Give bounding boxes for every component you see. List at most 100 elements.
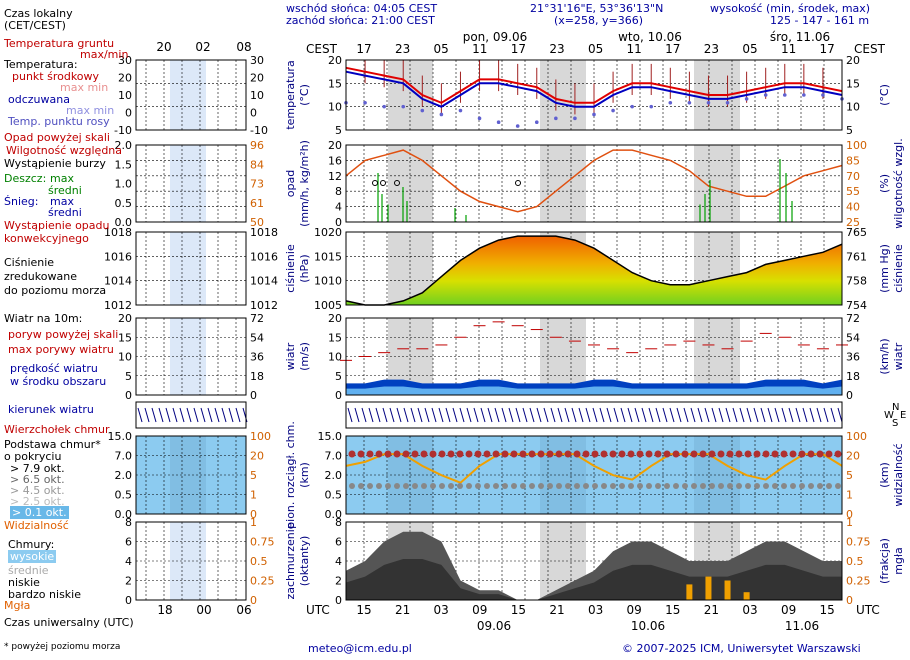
axis-label: 8 [125, 516, 132, 529]
cloud-top-dot [564, 450, 572, 458]
cloud-top-dot [645, 450, 653, 458]
axis-label: wilgotność wzgl. [892, 138, 905, 228]
axis-label: 1.5 [115, 158, 133, 171]
cloud-top-dot [726, 450, 734, 458]
wind-arrow [396, 407, 402, 423]
wind-arrow [543, 407, 549, 423]
utc-caption: Czas uniwersalny (UTC) [4, 616, 134, 629]
axis-label: 0 [125, 594, 132, 607]
axis-label: 758 [846, 275, 867, 288]
legend-mid-point: punkt środkowy [12, 70, 100, 83]
axis-label: CEST [854, 42, 886, 56]
fog-bar [724, 580, 731, 600]
wind-arrow [718, 407, 724, 423]
axis-label: 0.5 [115, 489, 133, 502]
axis-label: CEST [306, 42, 338, 56]
axis-label: 23 [549, 42, 564, 56]
legend-wind-dir: kierunek wiatru [8, 403, 94, 416]
cloud-base-dot [439, 483, 445, 489]
fog-bar [686, 584, 693, 600]
axis-label: 0.75 [250, 536, 275, 549]
dew-point [763, 93, 768, 97]
dew-point [725, 100, 730, 105]
wind-arrow [697, 407, 703, 423]
axis-label: (oktanty) [298, 536, 311, 587]
cloud-top-dot [762, 450, 770, 458]
axis-label: (km) [878, 462, 891, 488]
dew-point [477, 116, 482, 121]
legend-felt-sub: max min [66, 104, 115, 117]
axis-label: 36 [846, 351, 860, 364]
axis-label: 0.5 [115, 197, 133, 210]
axis-label: 50 [250, 216, 264, 229]
axis-label: 4 [125, 555, 132, 568]
axis-label: 20 [156, 40, 171, 54]
wind-arrow [837, 407, 843, 423]
axis-label: 15 [820, 603, 835, 617]
footnote: * powyżej poziomu morza [4, 642, 121, 652]
legend-pressure-2: zredukowane [4, 270, 77, 283]
cloud-base-dot [484, 483, 490, 489]
axis-label: 1 [846, 489, 853, 502]
legend-clouds-title: Chmury: [8, 538, 55, 551]
cloud-base-dot [700, 483, 706, 489]
axis-label: 1005 [314, 299, 342, 312]
cloud-base-dot [574, 483, 580, 489]
axis-label: 16 [328, 154, 342, 167]
legend-gust-max: max porywy wiatru [8, 343, 114, 356]
axis-label: 15 [118, 331, 132, 344]
wind-arrow [473, 407, 479, 423]
cloud-top-dot [699, 450, 707, 458]
cloud-top-dot [780, 450, 788, 458]
small-panel-border [135, 317, 247, 396]
axis-label: 754 [846, 299, 867, 312]
axis-label: ciśnienie [892, 244, 905, 293]
axis-label: 15.0 [108, 430, 133, 443]
axis-label: 5 [335, 124, 342, 137]
wind-arrow [669, 407, 675, 423]
timezone-sub: (CET/CEST) [4, 19, 66, 32]
axis-label: 17 [356, 42, 371, 56]
axis-label: 100 [250, 430, 271, 443]
legend-o65: > 6.5 okt. [10, 473, 65, 486]
wind-arrow [354, 407, 360, 423]
axis-label: 8 [335, 516, 342, 529]
wind-arrow [536, 407, 542, 423]
wind-arrow [613, 407, 619, 423]
night-band [694, 318, 740, 395]
axis-label: zachmurzenie [284, 522, 297, 599]
wind-arrow [585, 407, 591, 423]
cloud-base-dot [430, 483, 436, 489]
cloud-base-dot [349, 483, 355, 489]
axis-label: 1012 [104, 299, 132, 312]
cloud-base-dot [583, 483, 589, 489]
dew-point [534, 120, 539, 125]
axis-label: 17 [820, 42, 835, 56]
visibility-line [345, 453, 843, 484]
cloud-base-dot [628, 483, 634, 489]
cloud-top-dot [834, 450, 842, 458]
axis-label: 5 [125, 370, 132, 383]
axis-label: 05 [588, 42, 603, 56]
dew-point [592, 112, 596, 117]
cloud-top-dot [654, 450, 662, 458]
axis-label: 23 [704, 42, 719, 56]
cloud-base-dot [457, 483, 463, 489]
pressure-area [346, 236, 842, 305]
legend-rain-max: max [50, 172, 74, 185]
wind-arrow [557, 407, 563, 423]
legend-o01: > 0.1 okt. [10, 506, 69, 519]
axis-label: 21 [549, 603, 564, 617]
cloud-base-dot [691, 483, 697, 489]
axis-label: 40 [846, 201, 860, 214]
axis-label: (m/s) [298, 342, 311, 371]
wind-arrow [739, 407, 745, 423]
temp-line [345, 66, 843, 104]
axis-label: 15 [846, 77, 860, 90]
email-link[interactable]: meteo@icm.edu.pl [308, 642, 412, 655]
cloud-base-dot [745, 483, 751, 489]
night-band [170, 145, 206, 222]
cloud-base-dot [394, 483, 400, 489]
axis-label: 0 [335, 389, 342, 402]
legend-visibility: Widzialność [4, 519, 69, 532]
